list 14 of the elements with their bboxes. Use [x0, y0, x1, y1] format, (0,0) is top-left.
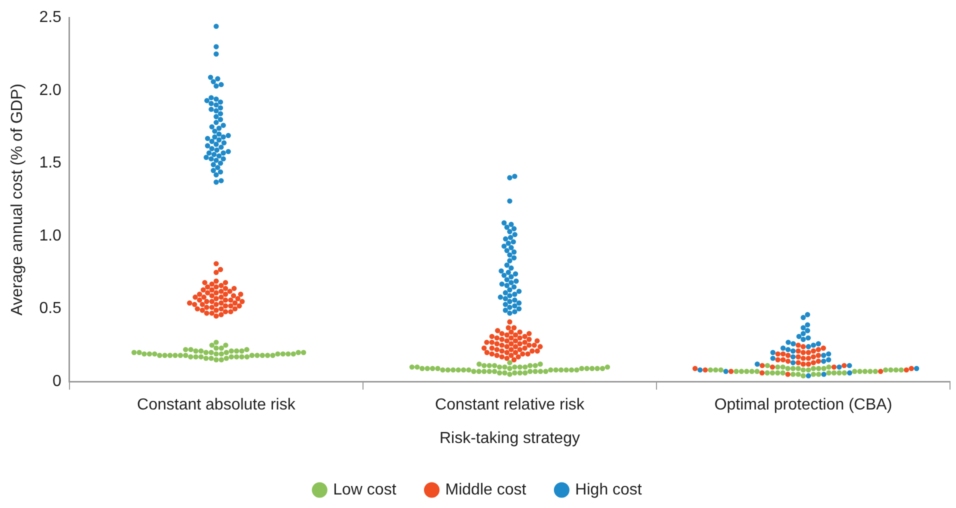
x-tick-label: Constant absolute risk [137, 396, 296, 414]
legend-label: Low cost [333, 481, 397, 498]
y-tick-label: 0 [52, 373, 62, 390]
legend-label: Middle cost [445, 481, 527, 498]
y-tick-label: 2.5 [39, 9, 62, 26]
x-axis-title: Risk-taking strategy [439, 430, 580, 447]
x-tick-label: Constant relative risk [435, 396, 586, 414]
y-tick-label: 0.5 [39, 300, 62, 318]
y-tick-label: 2.0 [39, 82, 62, 99]
y-axis-title: Average annual cost (% of GDP) [9, 84, 26, 316]
y-tick-label: 1.0 [39, 227, 62, 244]
x-tick-label: Optimal protection (CBA) [714, 396, 892, 414]
y-tick-label: 1.5 [39, 154, 62, 172]
legend-label: High cost [575, 481, 642, 498]
